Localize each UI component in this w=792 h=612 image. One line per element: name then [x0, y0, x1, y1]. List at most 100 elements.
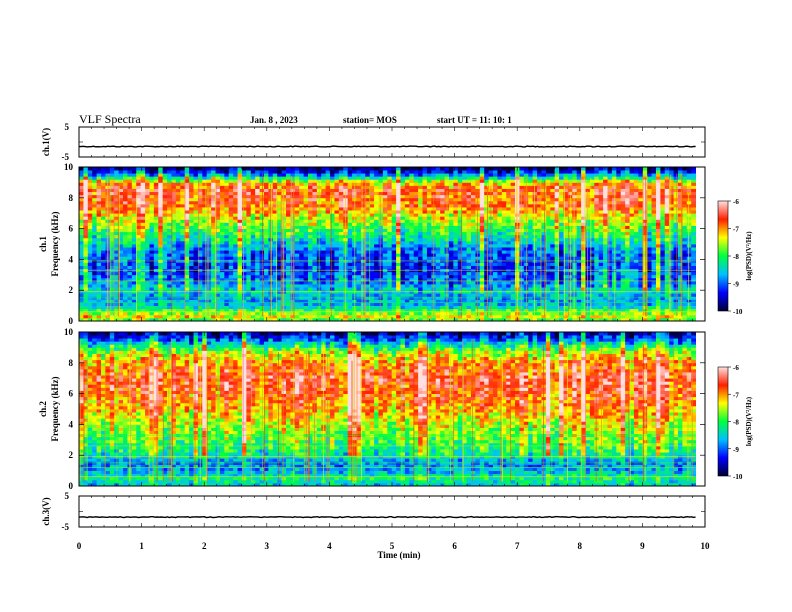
spectrogram-cell — [149, 311, 155, 316]
spectrogram-cell — [338, 293, 344, 297]
spectrogram-cell — [193, 188, 199, 193]
spectrogram-cell — [409, 197, 415, 202]
spectrogram-cell — [241, 182, 247, 186]
spectrogram-cell — [197, 262, 203, 266]
spectrogram-cell — [246, 240, 252, 245]
spectrogram-cell — [263, 210, 269, 214]
spectrogram-cell — [153, 293, 159, 297]
spectrogram-cell — [145, 182, 150, 186]
spectrogram-cell — [365, 308, 371, 313]
spectrogram-cell — [409, 305, 415, 310]
spectrogram-cell — [118, 244, 124, 248]
spectrogram-cell — [158, 179, 164, 183]
spectrogram-cell — [466, 216, 472, 220]
spectrogram-cell — [193, 194, 199, 199]
spectrogram-cell — [162, 265, 168, 270]
spectrogram-cell — [457, 207, 463, 211]
spectrogram-cell — [246, 293, 252, 297]
spectrogram-cell — [233, 203, 238, 208]
spectrogram-cell — [241, 250, 247, 254]
spectrogram-cell — [255, 314, 260, 319]
spectrogram-cell — [431, 317, 437, 322]
spectrogram-cell — [338, 240, 344, 245]
spectrogram-cell — [246, 219, 252, 223]
spectrogram-cell — [136, 225, 142, 229]
spectrogram-cell — [484, 228, 490, 233]
spectrogram-cell — [369, 200, 375, 205]
spectrogram-cell — [241, 256, 247, 260]
spectrogram-cell — [294, 265, 300, 270]
spectrogram-cell — [382, 170, 388, 174]
spectrogram-cell — [233, 287, 238, 291]
spectrogram-cell — [206, 207, 212, 211]
spectrogram-cell — [79, 250, 84, 254]
spectrogram-cell — [153, 203, 159, 208]
spectrogram-cell — [391, 280, 397, 285]
spectrogram-cell — [426, 188, 432, 193]
spectrogram-cell — [118, 253, 124, 257]
spectrogram-cell — [400, 256, 406, 260]
spectrogram-cell — [211, 228, 216, 233]
station-label: station= MOS — [343, 115, 397, 125]
spectrogram-cell — [470, 197, 476, 202]
spectrogram-cell — [501, 305, 507, 310]
spectrogram-cell — [356, 305, 362, 310]
spectrogram-cell — [378, 293, 384, 297]
spectrogram-cell — [501, 274, 507, 279]
spectrogram-cell — [215, 247, 221, 251]
spectrogram-cell — [453, 302, 459, 306]
spectrogram-cell — [479, 299, 485, 303]
spectrogram-cell — [92, 244, 98, 248]
spectrogram-cell — [418, 185, 423, 189]
spectrogram-cell — [440, 240, 445, 245]
spectrogram-cell — [444, 317, 450, 322]
spectrogram-cell — [215, 216, 221, 220]
spectrogram-cell — [162, 170, 168, 174]
spectrogram-cell — [233, 240, 238, 245]
spectrogram-cell — [202, 314, 208, 319]
spectrogram-cell — [184, 274, 190, 279]
spectrogram-cell — [382, 284, 388, 288]
spectrogram-cell — [484, 287, 490, 291]
spectrogram-cell — [290, 197, 296, 202]
spectrogram-cell — [136, 194, 142, 199]
spectrogram-cell — [237, 203, 243, 208]
spectrogram-cell — [171, 308, 177, 313]
spectrogram-cell — [114, 191, 120, 196]
spectrogram-cell — [189, 240, 194, 245]
spectrogram-cell — [228, 293, 234, 297]
spectrogram-cell — [96, 287, 102, 291]
spectrogram-cell — [123, 305, 128, 310]
spectrogram-cell — [286, 317, 291, 322]
spectrogram-cell — [418, 191, 423, 196]
spectrogram-cell — [171, 170, 177, 174]
spectrogram-cell — [215, 188, 221, 193]
spectrogram-cell — [321, 213, 327, 217]
spectrogram-cell — [255, 207, 260, 211]
spectrogram-cell — [277, 311, 283, 316]
spectrogram-cell — [484, 317, 490, 322]
spectrogram-cell — [193, 317, 199, 322]
spectrogram-cell — [277, 197, 283, 202]
spectrogram-cell — [506, 244, 512, 248]
spectrogram-cell — [259, 207, 265, 211]
spectrogram-cell — [162, 191, 168, 196]
spectrogram-cell — [426, 271, 432, 276]
spectrogram-cell — [272, 250, 278, 254]
spectrogram-cell — [131, 182, 137, 186]
spectrogram-cell — [193, 293, 199, 297]
spectrogram-cell — [409, 225, 415, 229]
spectrogram-cell — [237, 240, 243, 245]
spectrogram-cell — [330, 305, 335, 310]
spectrogram-cell — [246, 253, 252, 257]
spectrogram-cell — [347, 219, 353, 223]
spectrogram-cell — [396, 237, 401, 242]
spectrogram-cell — [202, 197, 208, 202]
spectrogram-cell — [277, 185, 283, 189]
spectrogram-cell — [448, 277, 454, 282]
spectrogram-cell — [237, 197, 243, 202]
spectrogram-cell — [303, 311, 309, 316]
spectrogram-cell — [321, 194, 327, 199]
spectrogram-cell — [466, 311, 472, 316]
spectrogram-cell — [272, 280, 278, 285]
